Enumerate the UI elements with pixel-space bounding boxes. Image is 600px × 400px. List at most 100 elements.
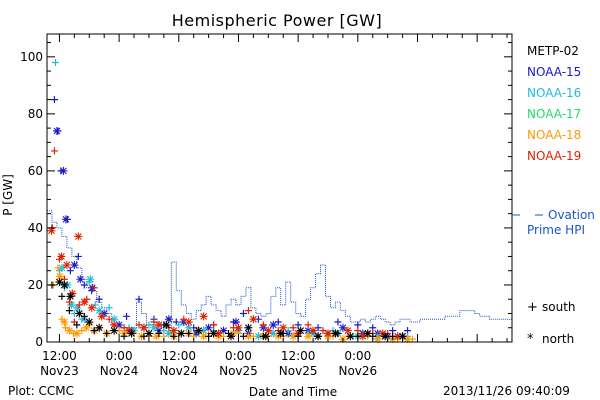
south-marker — [123, 312, 131, 320]
north-marker — [115, 320, 124, 329]
north-marker — [393, 332, 402, 341]
north-marker — [214, 329, 223, 338]
south-marker — [170, 332, 178, 340]
x-tick-time: 0:00 — [106, 349, 133, 363]
north-marker — [55, 278, 64, 287]
y-tick-label: 80 — [28, 107, 43, 121]
north-marker — [219, 326, 228, 335]
north-marker — [194, 326, 203, 335]
axes: 02040608010012:00Nov230:00Nov2412:00Nov2… — [20, 33, 513, 378]
north-marker — [254, 332, 263, 341]
south-marker — [294, 321, 302, 329]
north-marker — [204, 323, 213, 332]
x-tick-date: Nov25 — [279, 364, 318, 378]
south-marker — [58, 292, 66, 300]
north-marker — [66, 292, 75, 301]
y-tick-label: 20 — [28, 278, 43, 292]
north-marker — [75, 309, 84, 318]
north-marker — [244, 332, 253, 341]
north-marker — [234, 323, 243, 332]
south-marker — [54, 264, 62, 272]
south-marker — [259, 321, 267, 329]
north-marker — [76, 275, 85, 284]
north-marker — [139, 323, 148, 332]
north-marker — [86, 275, 95, 284]
north-marker — [95, 323, 104, 332]
ovation-hpi-line — [47, 210, 512, 332]
north-marker — [47, 226, 56, 235]
north-marker — [269, 329, 278, 338]
north-marker — [331, 329, 340, 338]
south-marker — [239, 309, 247, 317]
x-tick-date: Nov24 — [100, 364, 139, 378]
south-marker — [175, 321, 183, 329]
north-marker — [110, 326, 119, 335]
x-tick-time: 0:00 — [225, 349, 252, 363]
south-marker-label: south — [542, 300, 576, 314]
y-axis-label: P [GW] — [1, 174, 15, 216]
plot-credit: Plot: CCMC — [8, 384, 74, 398]
north-marker-symbol: * — [527, 332, 534, 347]
south-marker — [289, 324, 297, 332]
north-marker — [82, 323, 91, 332]
series-metp-02 — [48, 278, 407, 341]
south-marker — [304, 321, 312, 329]
x-tick-date: Nov26 — [338, 364, 377, 378]
north-marker — [231, 318, 240, 327]
south-marker — [105, 304, 113, 312]
south-marker — [105, 315, 113, 323]
north-marker — [162, 320, 171, 329]
north-marker — [72, 329, 81, 338]
x-tick-date: Nov23 — [40, 364, 79, 378]
north-marker — [59, 166, 68, 175]
legend-noaa-19: NOAA-19 — [527, 149, 581, 163]
south-marker — [155, 329, 163, 337]
north-marker — [358, 332, 367, 341]
north-marker — [55, 272, 64, 281]
south-marker — [50, 96, 58, 104]
plot-frame — [46, 33, 513, 343]
north-marker — [199, 332, 208, 341]
north-marker — [52, 126, 61, 135]
north-marker — [398, 332, 407, 341]
north-marker — [70, 261, 79, 269]
south-marker — [239, 332, 247, 340]
south-marker — [389, 332, 397, 340]
legend-noaa-15: NOAA-15 — [527, 65, 581, 79]
north-marker — [264, 326, 273, 335]
legend-noaa-18: NOAA-18 — [527, 128, 581, 142]
north-marker — [269, 320, 278, 329]
north-marker — [363, 329, 372, 338]
north-marker — [184, 323, 193, 332]
north-marker — [60, 280, 69, 289]
north-marker — [199, 312, 208, 321]
south-marker-symbol: + — [527, 300, 538, 315]
north-marker — [73, 303, 82, 312]
legend-noaa-16: NOAA-16 — [527, 86, 581, 100]
north-marker — [244, 323, 253, 332]
north-marker — [61, 215, 70, 224]
south-marker — [90, 284, 98, 292]
north-marker — [276, 329, 285, 338]
chart-title: Hemispheric Power [GW] — [172, 11, 382, 30]
north-marker — [57, 252, 66, 261]
north-marker — [57, 263, 66, 272]
x-tick-date: Nov24 — [159, 364, 198, 378]
south-marker — [185, 329, 193, 337]
north-marker — [95, 306, 104, 315]
north-marker — [346, 332, 355, 341]
north-marker — [68, 289, 77, 298]
legend-noaa-17: NOAA-17 — [527, 107, 581, 121]
north-marker — [261, 332, 270, 341]
x-tick-time: 12:00 — [42, 349, 77, 363]
north-marker — [323, 329, 332, 338]
south-marker — [120, 332, 128, 340]
south-marker — [73, 321, 81, 329]
south-marker — [135, 295, 143, 303]
north-marker — [314, 332, 323, 341]
x-axis-label: Date and Time — [249, 385, 337, 399]
series-noaa-15 — [48, 96, 412, 341]
ovation-legend-label: Prime HPI — [527, 223, 585, 237]
north-marker — [199, 326, 208, 335]
y-tick-label: 60 — [28, 164, 43, 178]
